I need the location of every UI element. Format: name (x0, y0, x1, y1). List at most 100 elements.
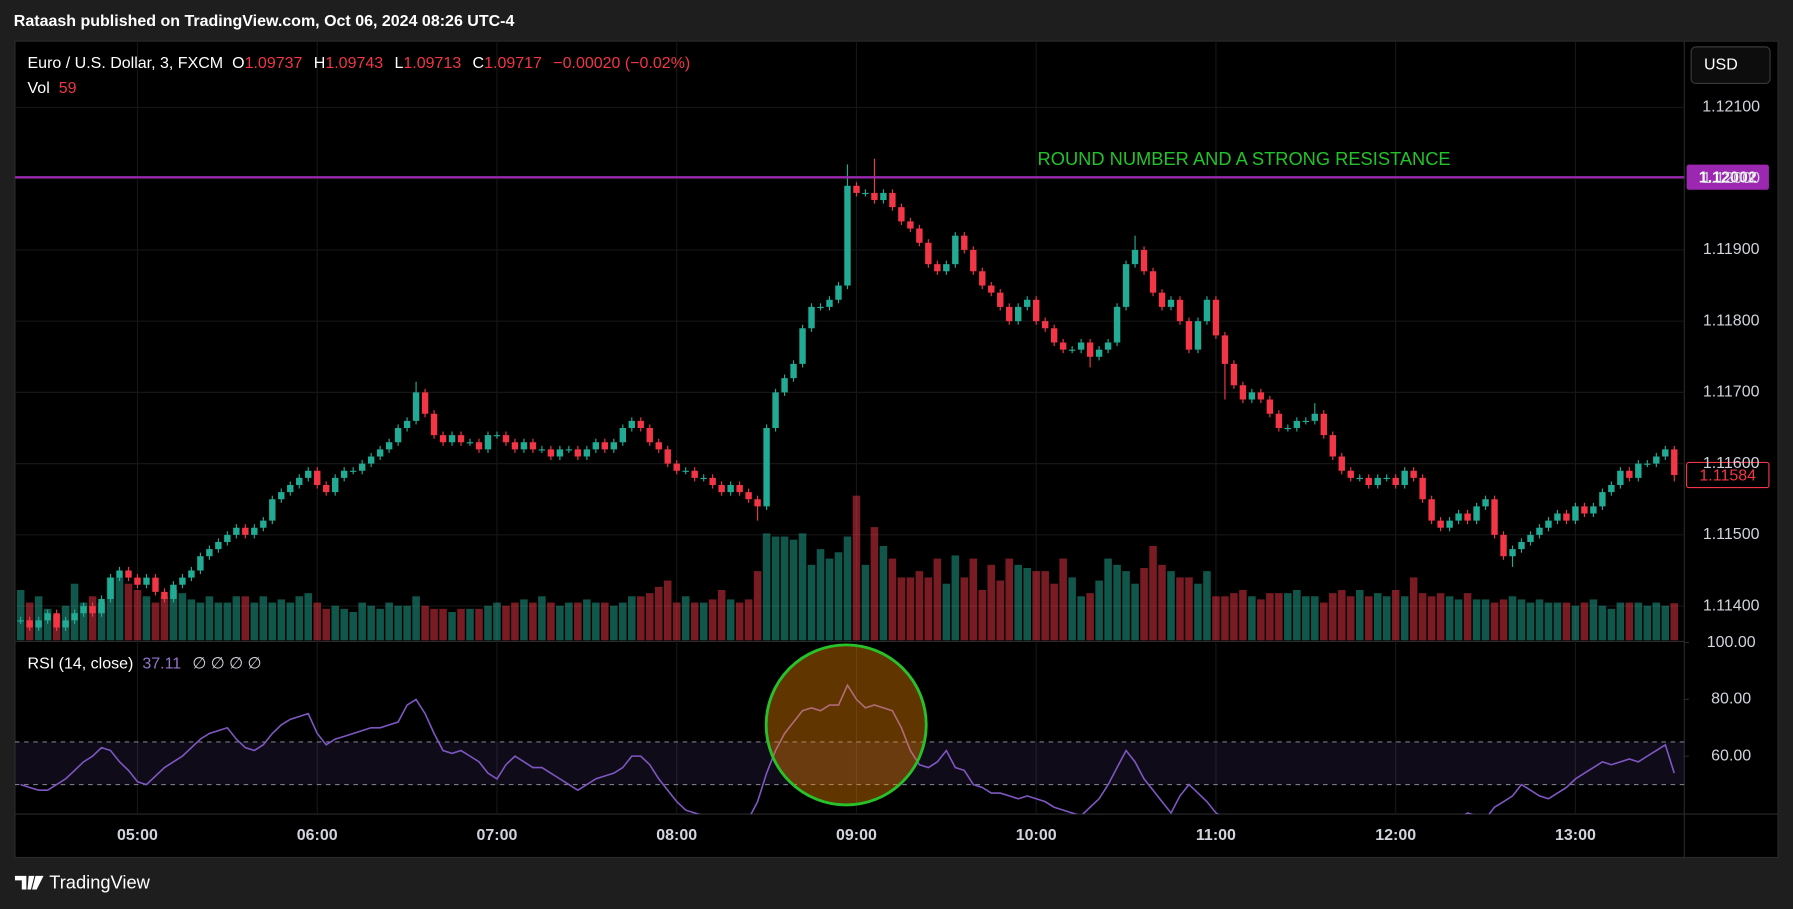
candle-body (475, 442, 483, 450)
volume-bar (1382, 596, 1391, 641)
volume-bar (753, 571, 762, 641)
volume-bar (879, 545, 888, 641)
volume-bar (1320, 602, 1328, 641)
candle-body (718, 484, 725, 493)
volume-bar (421, 605, 429, 641)
legend-label: C (473, 55, 485, 72)
rsi-line (20, 683, 1676, 815)
candle-body (1635, 463, 1642, 478)
candle-body (1608, 484, 1615, 493)
volume-bar (475, 608, 483, 641)
volume-bar (340, 608, 348, 641)
volume-bar (1230, 593, 1238, 641)
candle-body (98, 598, 105, 614)
volume-bar (241, 596, 250, 641)
candle-body (916, 228, 923, 243)
candle-body (260, 520, 267, 528)
candle-body (1131, 249, 1139, 265)
volume-bar (529, 602, 537, 641)
candle-body (89, 606, 96, 614)
volume-bar (1400, 596, 1409, 641)
candle-body (287, 484, 294, 493)
volume-bar (412, 596, 420, 641)
volume-bar (1355, 589, 1364, 641)
candle-body (970, 249, 977, 272)
volume-bar (592, 602, 600, 641)
volume-bar (1427, 596, 1436, 641)
candle-body (727, 484, 734, 493)
volume-bar (987, 564, 996, 641)
candle-body (1392, 477, 1399, 485)
candle-body (943, 264, 950, 272)
candle-body (1050, 328, 1058, 343)
volume-bar (277, 599, 286, 641)
candle-body (1356, 477, 1363, 480)
candle-body (340, 470, 348, 478)
currency-button[interactable] (1690, 46, 1771, 85)
volume-bar (816, 549, 825, 641)
candle-body (1068, 349, 1076, 351)
candle-body (1140, 249, 1148, 272)
volume-bar (1346, 596, 1355, 641)
candle-body (1167, 299, 1175, 307)
candle-body (1311, 413, 1319, 421)
volume-bar (1329, 593, 1337, 641)
legend-label: H (314, 55, 326, 72)
candle-body (961, 235, 968, 250)
candle-body (1302, 420, 1310, 423)
volume-bar (286, 602, 295, 641)
candle-body (430, 413, 438, 436)
volume-bar (619, 602, 627, 641)
volume-bar (861, 564, 870, 641)
candle-body (1437, 520, 1444, 528)
candle-body (314, 470, 321, 485)
volume-bar (744, 599, 753, 641)
volume-bar (1248, 596, 1256, 641)
volume-bar (663, 580, 672, 641)
candle-body (574, 449, 582, 457)
volume-bar (1023, 567, 1031, 641)
candle-body (1185, 321, 1193, 350)
volume-bar (789, 539, 798, 641)
volume-bar (1445, 596, 1454, 641)
volume-bar (1131, 583, 1139, 641)
rsi-legend: RSI (14, close) 37.11 ∅ ∅ ∅ ∅ (28, 656, 262, 673)
volume-bar (304, 593, 313, 641)
annotation: ROUND NUMBER AND A STRONG RESISTANCE (1038, 148, 1451, 169)
candle-body (1275, 413, 1283, 429)
candle-body (1482, 499, 1489, 507)
volume-bar (511, 602, 519, 641)
volume-bar (996, 580, 1005, 641)
volume-bar (439, 608, 447, 641)
candle-body (979, 271, 986, 286)
volume-bar (969, 558, 978, 641)
candle-body (1545, 520, 1552, 528)
candle-body (26, 620, 33, 628)
candle-body (1410, 470, 1417, 478)
volume-bar (1526, 602, 1535, 641)
candle-body (35, 620, 42, 628)
candle-body (925, 242, 932, 265)
candle-body (601, 442, 609, 450)
x-tick-label: 10:00 (1016, 827, 1057, 844)
volume-label: Vol (28, 80, 50, 97)
rsi-extra: ∅ ∅ ∅ ∅ (193, 656, 262, 673)
volume-bar (583, 599, 591, 641)
volume-bar (160, 596, 169, 641)
candle-body (745, 492, 752, 500)
volume-bar (610, 605, 618, 641)
candle-body (152, 577, 159, 592)
volume-bar (547, 602, 555, 641)
candle-body (484, 435, 492, 450)
volume-bar (628, 596, 636, 641)
candle-body (655, 442, 662, 450)
volume-bar (466, 608, 474, 641)
highlight-circle (764, 643, 928, 807)
candle-body (1266, 399, 1274, 414)
candle-body (763, 428, 770, 507)
currency-label[interactable]: USD (1704, 56, 1738, 73)
volume-bar (493, 602, 501, 641)
volume-bar (1463, 593, 1472, 641)
